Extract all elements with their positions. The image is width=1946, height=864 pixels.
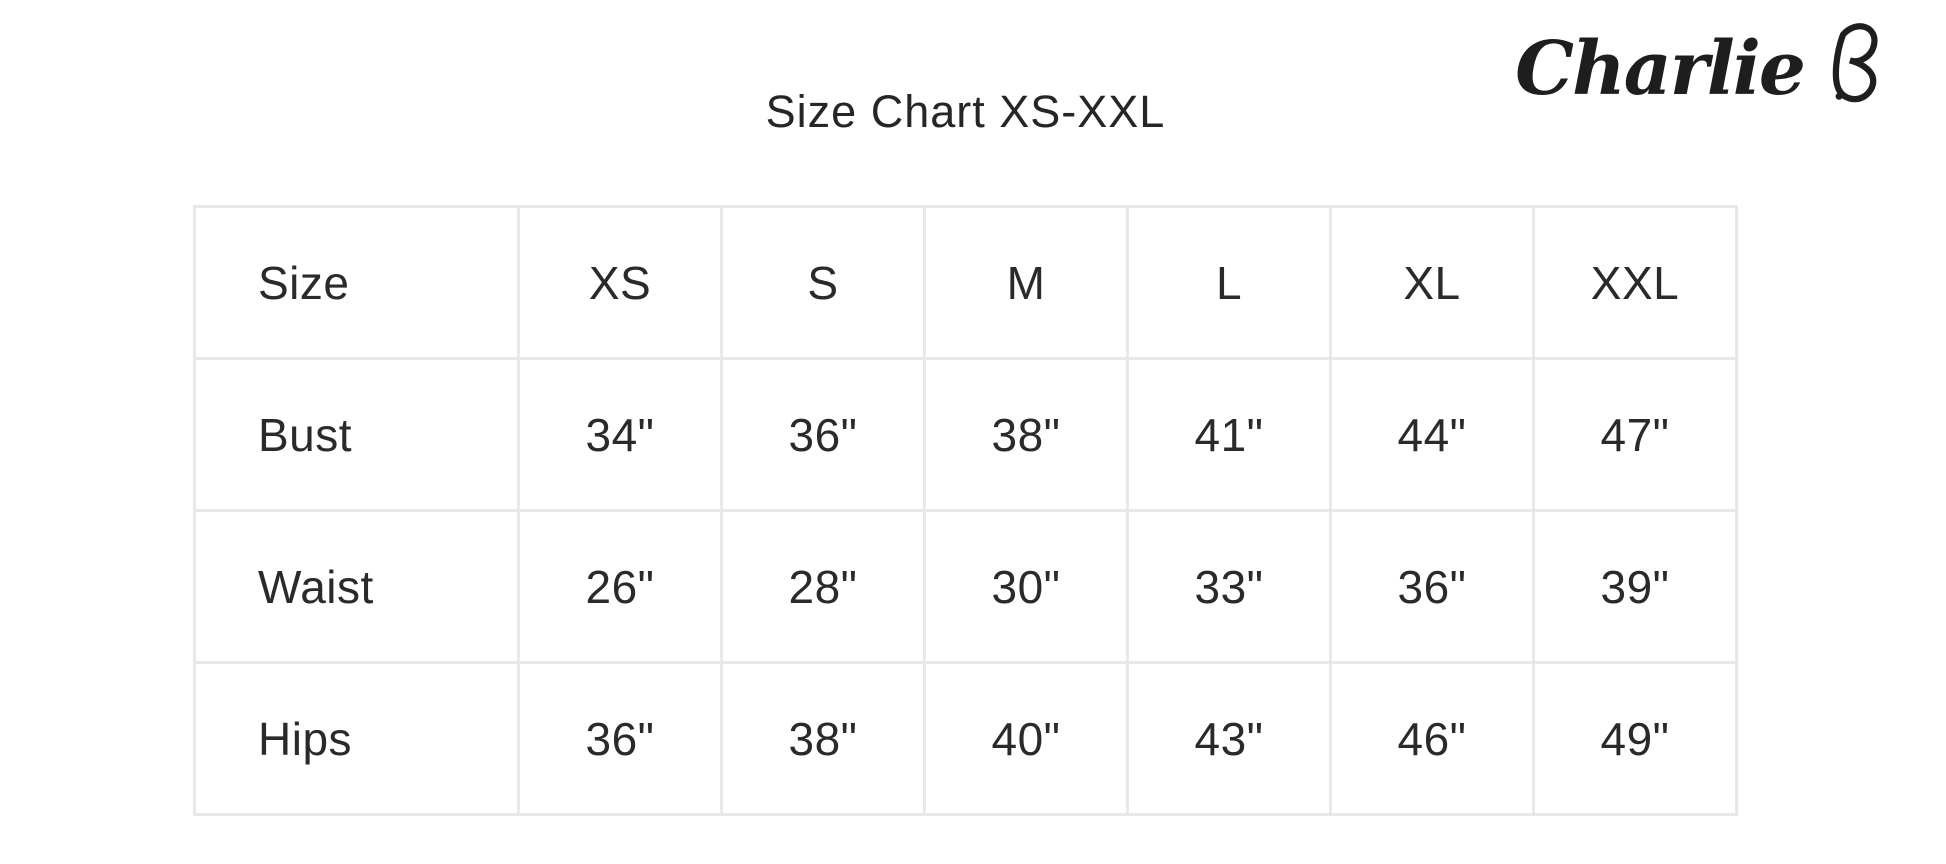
cell-waist-xxl: 39" [1532, 509, 1738, 664]
cell-waist-s: 28" [720, 509, 926, 664]
header-cell-s: S [720, 205, 926, 360]
row-label-hips: Hips [193, 661, 520, 816]
cell-hips-xxl: 49" [1532, 661, 1738, 816]
cell-bust-xxl: 47" [1532, 357, 1738, 512]
brand-logo: Charlie [1515, 22, 1896, 116]
cell-bust-l: 41" [1126, 357, 1332, 512]
size-chart-table: Size XS S M L XL XXL Bust 34" 36" 38" 41… [193, 205, 1738, 816]
row-label-waist: Waist [193, 509, 520, 664]
page-title: Size Chart XS-XXL [765, 86, 1166, 137]
cell-waist-m: 30" [923, 509, 1129, 664]
table-row-waist: Waist 26" 28" 30" 33" 36" 39" [193, 509, 1738, 664]
cell-waist-xl: 36" [1329, 509, 1535, 664]
cell-hips-s: 38" [720, 661, 926, 816]
header-cell-m: M [923, 205, 1129, 360]
heart-b-icon [1818, 22, 1896, 116]
table-row-bust: Bust 34" 36" 38" 41" 44" 47" [193, 357, 1738, 512]
header-cell-size: Size [193, 205, 520, 360]
cell-waist-xs: 26" [517, 509, 723, 664]
cell-bust-m: 38" [923, 357, 1129, 512]
cell-hips-m: 40" [923, 661, 1129, 816]
cell-bust-xs: 34" [517, 357, 723, 512]
brand-name: Charlie [1515, 26, 1806, 112]
header-cell-l: L [1126, 205, 1332, 360]
cell-bust-xl: 44" [1329, 357, 1535, 512]
cell-bust-s: 36" [720, 357, 926, 512]
header-cell-xl: XL [1329, 205, 1535, 360]
table-row-hips: Hips 36" 38" 40" 43" 46" 49" [193, 661, 1738, 816]
row-label-bust: Bust [193, 357, 520, 512]
cell-hips-l: 43" [1126, 661, 1332, 816]
cell-hips-xs: 36" [517, 661, 723, 816]
cell-hips-xl: 46" [1329, 661, 1535, 816]
cell-waist-l: 33" [1126, 509, 1332, 664]
header-cell-xxl: XXL [1532, 205, 1738, 360]
header-cell-xs: XS [517, 205, 723, 360]
table-header-row: Size XS S M L XL XXL [193, 205, 1738, 360]
